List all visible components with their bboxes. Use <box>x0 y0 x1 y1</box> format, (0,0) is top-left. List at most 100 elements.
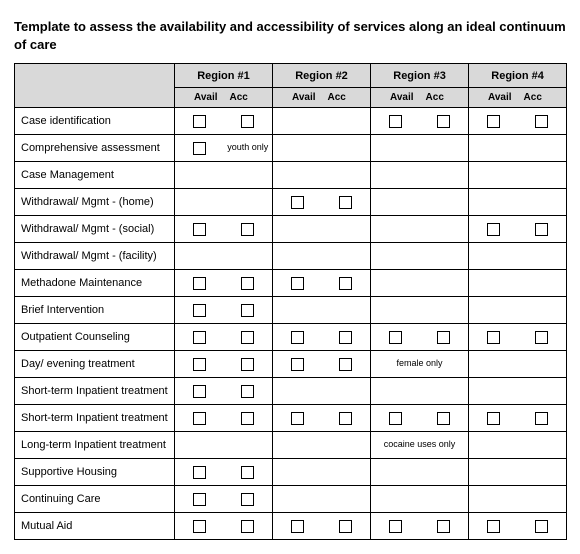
cell-avail <box>273 270 322 297</box>
checkbox-icon[interactable] <box>241 277 254 290</box>
table-header: Region #1 Region #2 Region #3 Region #4 … <box>15 64 567 108</box>
subhead-avail: Avail <box>371 88 420 108</box>
cell-acc <box>518 324 567 351</box>
cell-merged-note: female only <box>371 351 469 378</box>
checkbox-icon[interactable] <box>241 466 254 479</box>
table-row: Short-term Inpatient treatment <box>15 405 567 432</box>
checkbox-icon[interactable] <box>193 142 206 155</box>
cell-acc <box>322 459 371 486</box>
checkbox-icon[interactable] <box>487 412 500 425</box>
cell-acc <box>322 378 371 405</box>
cell-acc <box>322 162 371 189</box>
checkbox-icon[interactable] <box>389 520 402 533</box>
cell-avail <box>371 405 420 432</box>
cell-acc <box>420 378 469 405</box>
cell-avail <box>371 486 420 513</box>
checkbox-icon[interactable] <box>339 412 352 425</box>
checkbox-icon[interactable] <box>291 331 304 344</box>
checkbox-icon[interactable] <box>193 385 206 398</box>
cell-avail <box>469 189 518 216</box>
checkbox-icon[interactable] <box>339 331 352 344</box>
checkbox-icon[interactable] <box>241 304 254 317</box>
checkbox-icon[interactable] <box>241 358 254 371</box>
checkbox-icon[interactable] <box>487 115 500 128</box>
checkbox-icon[interactable] <box>437 331 450 344</box>
checkbox-icon[interactable] <box>193 412 206 425</box>
checkbox-icon[interactable] <box>291 196 304 209</box>
table-body: Case identificationComprehensive assessm… <box>15 108 567 540</box>
checkbox-icon[interactable] <box>535 520 548 533</box>
checkbox-icon[interactable] <box>193 520 206 533</box>
assessment-table: Region #1 Region #2 Region #3 Region #4 … <box>14 63 567 540</box>
checkbox-icon[interactable] <box>535 412 548 425</box>
cell-acc <box>224 162 273 189</box>
checkbox-icon[interactable] <box>389 115 402 128</box>
checkbox-icon[interactable] <box>535 331 548 344</box>
checkbox-icon[interactable] <box>241 223 254 236</box>
cell-avail <box>273 432 322 459</box>
checkbox-icon[interactable] <box>487 223 500 236</box>
checkbox-icon[interactable] <box>339 520 352 533</box>
table-row: Continuing Care <box>15 486 567 513</box>
checkbox-icon[interactable] <box>193 331 206 344</box>
cell-avail <box>371 108 420 135</box>
checkbox-icon[interactable] <box>437 520 450 533</box>
checkbox-icon[interactable] <box>487 520 500 533</box>
cell-avail <box>469 216 518 243</box>
row-label: Supportive Housing <box>15 459 175 486</box>
checkbox-icon[interactable] <box>339 277 352 290</box>
cell-acc <box>518 513 567 540</box>
cell-acc <box>224 243 273 270</box>
checkbox-icon[interactable] <box>389 331 402 344</box>
cell-avail <box>469 378 518 405</box>
checkbox-icon[interactable] <box>437 412 450 425</box>
cell-acc <box>518 432 567 459</box>
checkbox-icon[interactable] <box>193 493 206 506</box>
cell-acc <box>322 513 371 540</box>
checkbox-icon[interactable] <box>487 331 500 344</box>
checkbox-icon[interactable] <box>437 115 450 128</box>
table-row: Withdrawal/ Mgmt - (home) <box>15 189 567 216</box>
checkbox-icon[interactable] <box>193 466 206 479</box>
checkbox-icon[interactable] <box>241 520 254 533</box>
checkbox-icon[interactable] <box>241 412 254 425</box>
row-label: Continuing Care <box>15 486 175 513</box>
cell-acc <box>224 432 273 459</box>
checkbox-icon[interactable] <box>241 331 254 344</box>
checkbox-icon[interactable] <box>291 358 304 371</box>
subhead-acc: Acc <box>420 88 469 108</box>
checkbox-icon[interactable] <box>291 520 304 533</box>
cell-avail <box>371 243 420 270</box>
cell-avail <box>469 162 518 189</box>
checkbox-icon[interactable] <box>193 223 206 236</box>
cell-avail <box>469 135 518 162</box>
checkbox-icon[interactable] <box>193 115 206 128</box>
checkbox-icon[interactable] <box>339 358 352 371</box>
table-row: Mutual Aid <box>15 513 567 540</box>
checkbox-icon[interactable] <box>339 196 352 209</box>
cell-acc <box>224 189 273 216</box>
checkbox-icon[interactable] <box>241 115 254 128</box>
cell-acc <box>420 405 469 432</box>
checkbox-icon[interactable] <box>535 115 548 128</box>
cell-acc <box>224 486 273 513</box>
table-row: Withdrawal/ Mgmt - (social) <box>15 216 567 243</box>
checkbox-icon[interactable] <box>241 385 254 398</box>
checkbox-icon[interactable] <box>193 304 206 317</box>
cell-avail <box>273 459 322 486</box>
checkbox-icon[interactable] <box>291 412 304 425</box>
cell-avail <box>273 324 322 351</box>
cell-acc <box>322 243 371 270</box>
cell-avail <box>469 324 518 351</box>
cell-avail <box>273 513 322 540</box>
checkbox-icon[interactable] <box>241 493 254 506</box>
checkbox-icon[interactable] <box>291 277 304 290</box>
row-label: Mutual Aid <box>15 513 175 540</box>
subhead-avail: Avail <box>469 88 518 108</box>
checkbox-icon[interactable] <box>193 358 206 371</box>
checkbox-icon[interactable] <box>193 277 206 290</box>
checkbox-icon[interactable] <box>389 412 402 425</box>
cell-avail <box>469 432 518 459</box>
subhead-acc: Acc <box>518 88 567 108</box>
checkbox-icon[interactable] <box>535 223 548 236</box>
